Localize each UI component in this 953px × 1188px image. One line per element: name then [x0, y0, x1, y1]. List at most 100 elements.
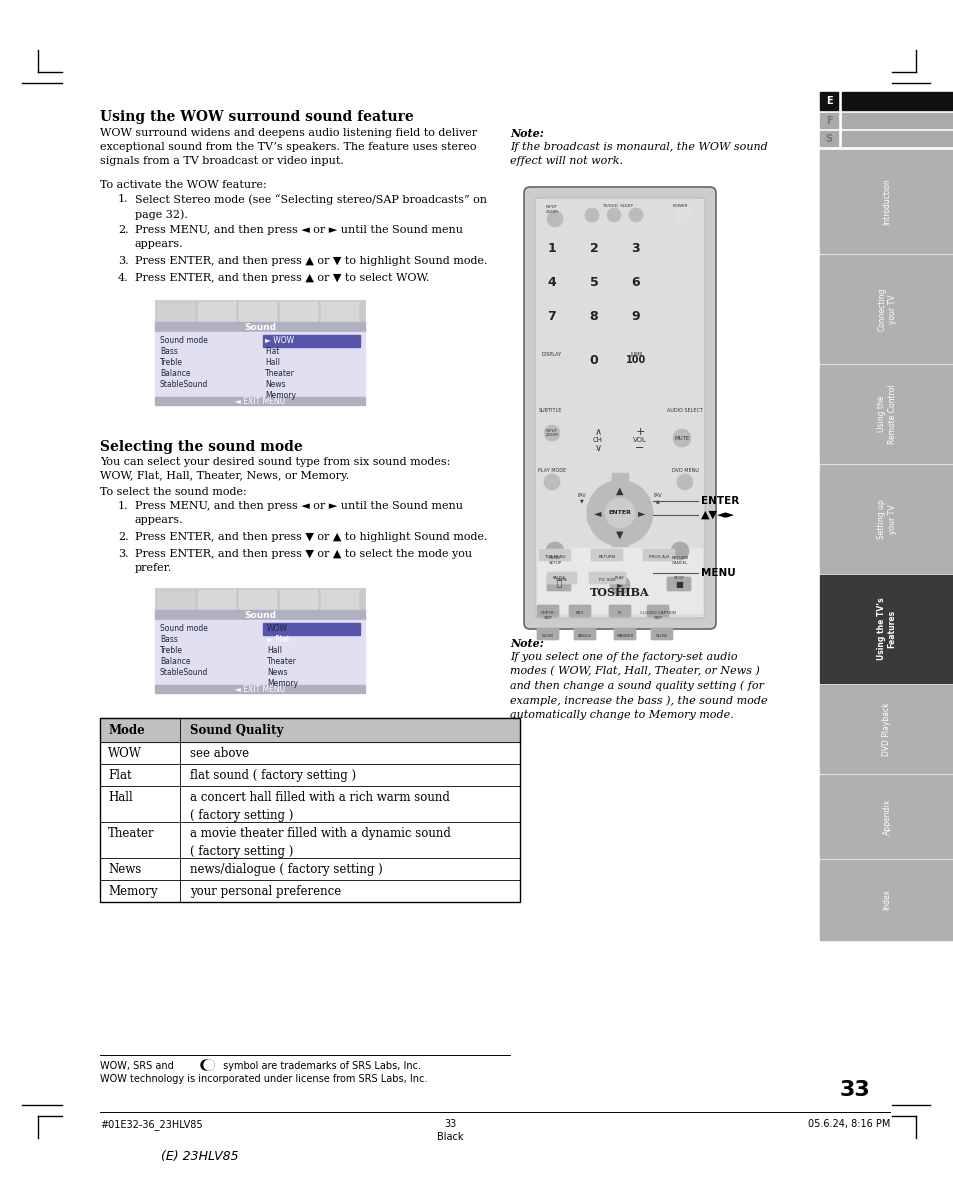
Text: PLAY MODE: PLAY MODE — [537, 468, 565, 473]
Text: Sound mode: Sound mode — [160, 336, 208, 345]
FancyBboxPatch shape — [537, 271, 566, 297]
Bar — [820, 255, 953, 364]
FancyBboxPatch shape — [614, 628, 636, 640]
Bar — [157, 302, 194, 322]
Ellipse shape — [627, 425, 651, 455]
Text: S: S — [824, 133, 832, 144]
Text: Theater: Theater — [265, 369, 294, 378]
Text: 1.: 1. — [118, 194, 129, 204]
Text: CH: CH — [593, 437, 602, 443]
Circle shape — [545, 542, 563, 560]
Text: SLOW: SLOW — [656, 634, 667, 638]
Text: symbol are trademarks of SRS Labs, Inc.: symbol are trademarks of SRS Labs, Inc. — [220, 1061, 420, 1072]
Text: Index: Index — [882, 890, 890, 910]
Text: TOSHIBA: TOSHIBA — [590, 588, 649, 599]
FancyBboxPatch shape — [590, 549, 622, 561]
Text: ENTER: ENTER — [608, 511, 631, 516]
Text: JUMP: JUMP — [629, 352, 641, 358]
FancyBboxPatch shape — [546, 571, 577, 584]
FancyBboxPatch shape — [523, 187, 716, 628]
FancyBboxPatch shape — [578, 236, 608, 263]
Text: Theater: Theater — [108, 827, 154, 840]
Circle shape — [672, 429, 690, 447]
Circle shape — [606, 208, 620, 222]
Text: ►: ► — [638, 508, 645, 518]
Text: INPUT
ZOOM: INPUT ZOOM — [545, 206, 558, 214]
Text: a concert hall filled with a rich warm sound
( factory setting ): a concert hall filled with a rich warm s… — [190, 791, 450, 822]
Text: Press ENTER, and then press ▲ or ▼ to highlight Sound mode.: Press ENTER, and then press ▲ or ▼ to hi… — [135, 255, 487, 266]
Text: Flat: Flat — [265, 347, 279, 356]
Text: news/dialogue ( factory setting ): news/dialogue ( factory setting ) — [190, 862, 382, 876]
Text: RETURN: RETURN — [598, 555, 615, 560]
Bar — [841, 113, 953, 128]
Text: If you select one of the factory-set audio
modes ( WOW, Flat, Hall, Theater, or : If you select one of the factory-set aud… — [510, 652, 767, 720]
FancyBboxPatch shape — [666, 577, 690, 590]
Text: 33: 33 — [839, 1080, 869, 1100]
Circle shape — [543, 474, 559, 489]
FancyBboxPatch shape — [578, 271, 608, 297]
Text: To activate the WOW feature:: To activate the WOW feature: — [100, 181, 267, 190]
Text: You can select your desired sound type from six sound modes:
WOW, Flat, Hall, Th: You can select your desired sound type f… — [100, 457, 450, 481]
Text: Press ENTER, and then press ▲ or ▼ to select WOW.: Press ENTER, and then press ▲ or ▼ to se… — [135, 273, 429, 283]
Circle shape — [543, 425, 559, 441]
Bar — [154, 685, 365, 693]
Text: STOP: STOP — [673, 576, 683, 580]
Text: News: News — [267, 668, 287, 677]
Text: If the broadcast is monaural, the WOW sound
effect will not work.: If the broadcast is monaural, the WOW so… — [510, 143, 767, 166]
Text: 5: 5 — [589, 276, 598, 289]
Bar — [320, 302, 358, 322]
FancyBboxPatch shape — [537, 605, 558, 617]
Text: Appendix: Appendix — [882, 798, 890, 834]
Text: ⏸: ⏸ — [556, 580, 561, 588]
Circle shape — [609, 575, 629, 595]
Text: 2.: 2. — [118, 532, 129, 542]
Text: DVD MENU: DVD MENU — [671, 468, 698, 473]
Text: ∨: ∨ — [594, 443, 601, 453]
Text: Balance: Balance — [160, 369, 191, 378]
Text: REV: REV — [576, 611, 583, 615]
Bar — [841, 131, 953, 146]
Circle shape — [201, 1060, 211, 1070]
Text: 3.: 3. — [118, 549, 129, 560]
Text: 0: 0 — [589, 354, 598, 367]
Text: Using the TV’s
Features: Using the TV’s Features — [877, 598, 896, 661]
Text: −: − — [635, 443, 644, 453]
Circle shape — [584, 208, 598, 222]
Text: Sound mode: Sound mode — [160, 624, 208, 633]
Text: MENU: MENU — [700, 568, 735, 579]
Circle shape — [677, 474, 692, 489]
Text: Selecting the sound mode: Selecting the sound mode — [100, 440, 302, 454]
Text: Press MENU, and then press ◄ or ► until the Sound menu
appears.: Press MENU, and then press ◄ or ► until … — [135, 225, 462, 249]
Text: 2: 2 — [589, 241, 598, 254]
Text: ◄: ◄ — [594, 508, 601, 518]
Text: WOW: WOW — [267, 624, 288, 633]
Text: Bass: Bass — [160, 636, 177, 644]
FancyBboxPatch shape — [620, 305, 650, 331]
Bar — [820, 113, 837, 128]
Text: Treble: Treble — [160, 646, 183, 655]
Text: ■: ■ — [675, 580, 682, 588]
Text: CLOSED CAPTION
SKIP: CLOSED CAPTION SKIP — [639, 611, 676, 620]
Bar — [820, 685, 953, 773]
Text: your personal preference: your personal preference — [190, 885, 341, 898]
Circle shape — [670, 542, 688, 560]
Text: TOP MENU: TOP MENU — [543, 555, 565, 560]
Text: flat sound ( factory setting ): flat sound ( factory setting ) — [190, 769, 355, 782]
Text: 4: 4 — [547, 276, 556, 289]
Text: RETURN
CANCEL: RETURN CANCEL — [671, 556, 688, 564]
Bar — [612, 513, 627, 546]
Text: 6: 6 — [631, 276, 639, 289]
Text: StableSound: StableSound — [160, 380, 208, 388]
Text: #01E32-36_23HLV85: #01E32-36_23HLV85 — [100, 1119, 202, 1130]
Text: Memory: Memory — [108, 885, 157, 898]
Text: ANGLE: ANGLE — [578, 634, 592, 638]
Bar — [820, 365, 953, 463]
Text: see above: see above — [190, 747, 249, 760]
FancyBboxPatch shape — [618, 349, 654, 375]
Text: SUBTITLE: SUBTITLE — [537, 407, 561, 413]
Text: Flat: Flat — [108, 769, 132, 782]
Text: Using the
Remote Control: Using the Remote Control — [877, 384, 896, 444]
Text: Sound: Sound — [244, 611, 275, 619]
Text: VOL: VOL — [633, 437, 646, 443]
Bar — [820, 150, 953, 253]
